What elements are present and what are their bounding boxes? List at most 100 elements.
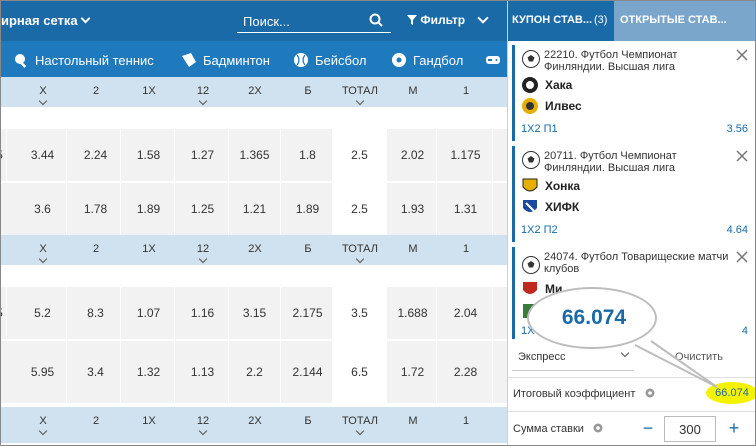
team-name: Хака bbox=[545, 78, 573, 92]
odd-cell[interactable]: 1.93 bbox=[389, 183, 437, 235]
odd-cell[interactable]: 1.175 bbox=[439, 129, 493, 181]
sport-badminton[interactable]: Бадминтон bbox=[181, 51, 270, 69]
chevron-down-icon bbox=[355, 96, 365, 106]
total-odds-label: Итоговый коэффициент bbox=[513, 388, 636, 400]
search-input[interactable] bbox=[243, 11, 363, 31]
bet-type-label: Экспресс bbox=[518, 351, 566, 363]
spacer bbox=[1, 265, 507, 287]
odd-cell[interactable]: 3.44 bbox=[19, 129, 67, 181]
column-header: 1X bbox=[142, 85, 156, 97]
total-cell: 2.5 bbox=[333, 129, 387, 181]
table-header: X 2 1X 12 2X Б ТОТАЛ М 1 bbox=[1, 77, 507, 107]
sport-baseball[interactable]: Бейсбол bbox=[293, 51, 367, 69]
sport-label: Настольный теннис bbox=[35, 52, 154, 68]
table-tennis-icon bbox=[15, 54, 27, 68]
bet-type-select[interactable]: Экспресс bbox=[512, 341, 634, 371]
increase-stake-button[interactable]: + bbox=[728, 418, 740, 438]
tab-coupon-count: (3) bbox=[594, 14, 608, 26]
odd-cell[interactable]: 1.58 bbox=[123, 129, 175, 181]
odd-cell[interactable]: 1.31 bbox=[439, 183, 493, 235]
odd-cell[interactable]: 2.175 bbox=[283, 287, 333, 339]
team-logo-icon bbox=[523, 304, 537, 318]
odd-cell[interactable]: 1.72 bbox=[389, 341, 437, 403]
odd-cell[interactable]: 2.02 bbox=[389, 129, 437, 181]
table-header: X 2 1X 12 2X Б ТОТАЛ М 1 bbox=[1, 235, 507, 265]
odd-cell[interactable]: 3.6 bbox=[19, 183, 67, 235]
close-icon[interactable] bbox=[736, 251, 748, 263]
odd-cell[interactable]: 2.2 bbox=[229, 341, 281, 403]
tab-coupon[interactable]: КУПОН СТАВ... (3) bbox=[508, 1, 614, 41]
bet-odd: 4.64 bbox=[726, 224, 748, 236]
sport-label: Гандбол bbox=[413, 52, 464, 68]
bet-team: ХИФК bbox=[521, 197, 579, 217]
odd-cell[interactable]: 8.3 bbox=[71, 287, 121, 339]
sport-table-tennis[interactable]: Настольный теннис bbox=[13, 51, 154, 69]
odd-cell[interactable]: 1.21 bbox=[229, 183, 281, 235]
odd-cell[interactable]: 1.688 bbox=[389, 287, 437, 339]
odd-cell[interactable]: 2.04 bbox=[439, 287, 493, 339]
odd-cell[interactable]: 1.89 bbox=[283, 183, 333, 235]
filter-label: Фильтр bbox=[420, 13, 466, 27]
odd-cell[interactable]: 1.78 bbox=[71, 183, 121, 235]
filter-button[interactable]: Фильтр bbox=[407, 12, 489, 27]
column-header: Б bbox=[304, 415, 312, 427]
stake-label: Сумма ставки bbox=[513, 423, 584, 435]
odd-cell[interactable]: 5 bbox=[1, 287, 7, 339]
stake-input[interactable] bbox=[664, 416, 716, 442]
team-logo-icon bbox=[522, 178, 538, 192]
odd-cell[interactable]: 1.89 bbox=[123, 183, 175, 235]
funnel-icon bbox=[407, 15, 417, 25]
odd-cell[interactable]: 3.4 bbox=[71, 341, 121, 403]
shuttlecock-icon bbox=[182, 53, 196, 67]
bet-title: 20711. Футбол Чемпионат Финляндии. Высша… bbox=[544, 150, 677, 174]
team-logo-icon bbox=[523, 282, 537, 294]
sport-esports[interactable] bbox=[485, 51, 501, 69]
chevron-down-icon bbox=[355, 426, 365, 436]
odd-cell[interactable]: 3.15 bbox=[229, 287, 281, 339]
column-header: 2X bbox=[248, 415, 262, 427]
odd-cell[interactable]: 2.144 bbox=[283, 341, 333, 403]
gear-icon[interactable] bbox=[644, 387, 656, 399]
close-icon[interactable] bbox=[736, 150, 748, 162]
odd-cell[interactable]: 2.24 bbox=[71, 129, 121, 181]
gamepad-icon bbox=[486, 56, 500, 64]
odd-cell[interactable]: 5.2 bbox=[19, 287, 67, 339]
bet-odd: 3.56 bbox=[726, 123, 748, 135]
handball-icon bbox=[392, 53, 406, 67]
stake-row: Сумма ставки − + bbox=[508, 411, 755, 445]
odd-cell[interactable]: 1.365 bbox=[229, 129, 281, 181]
odd-cell[interactable]: 1.25 bbox=[177, 183, 229, 235]
sport-handball[interactable]: Гандбол bbox=[391, 51, 463, 69]
coupon-tabs: КУПОН СТАВ... (3) ОТКРЫТЫЕ СТАВ... bbox=[508, 1, 755, 41]
odd-cell[interactable]: 1.13 bbox=[177, 341, 229, 403]
odd-cell[interactable]: 5.95 bbox=[19, 341, 67, 403]
table-header: X 2 1X 12 2X Б ТОТАЛ М 1 bbox=[1, 407, 507, 443]
odd-cell[interactable]: 5 bbox=[1, 129, 7, 181]
gear-icon[interactable] bbox=[592, 422, 604, 434]
odd-cell[interactable]: 1.07 bbox=[123, 287, 175, 339]
column-header: М bbox=[408, 85, 418, 97]
column-header: ТОТАЛ bbox=[333, 235, 387, 265]
odd-cell[interactable]: 1.32 bbox=[123, 341, 175, 403]
coupon-bet-item: 20711. Футбол Чемпионат Финляндии. Высша… bbox=[512, 146, 754, 242]
decrease-stake-button[interactable]: − bbox=[642, 418, 654, 438]
team-logo-icon bbox=[522, 98, 538, 114]
odd-cell[interactable]: 1.8 bbox=[283, 129, 333, 181]
odd-cell[interactable]: 2.28 bbox=[439, 341, 493, 403]
bet-title: 24074. Футбол Товарищеские матчи клубов bbox=[544, 251, 729, 275]
tab-open-bets[interactable]: ОТКРЫТЫЕ СТАВ... bbox=[614, 1, 755, 41]
column-header: 2 bbox=[92, 243, 100, 255]
odd-cell[interactable]: 1.16 bbox=[177, 287, 229, 339]
column-header: X bbox=[19, 77, 67, 107]
team-name: Ми bbox=[545, 282, 563, 296]
close-icon[interactable] bbox=[736, 49, 748, 61]
chevron-down-icon bbox=[80, 13, 91, 24]
bet-team: Ми bbox=[521, 279, 562, 299]
odd-cell[interactable]: 1.27 bbox=[177, 129, 229, 181]
clear-button[interactable]: Очистить bbox=[675, 351, 723, 363]
lineup-label: ирная сетка bbox=[1, 13, 78, 28]
search-icon[interactable] bbox=[369, 13, 383, 27]
column-header: ТОТАЛ bbox=[333, 407, 387, 437]
lineup-dropdown[interactable]: ирная сетка bbox=[1, 13, 91, 28]
